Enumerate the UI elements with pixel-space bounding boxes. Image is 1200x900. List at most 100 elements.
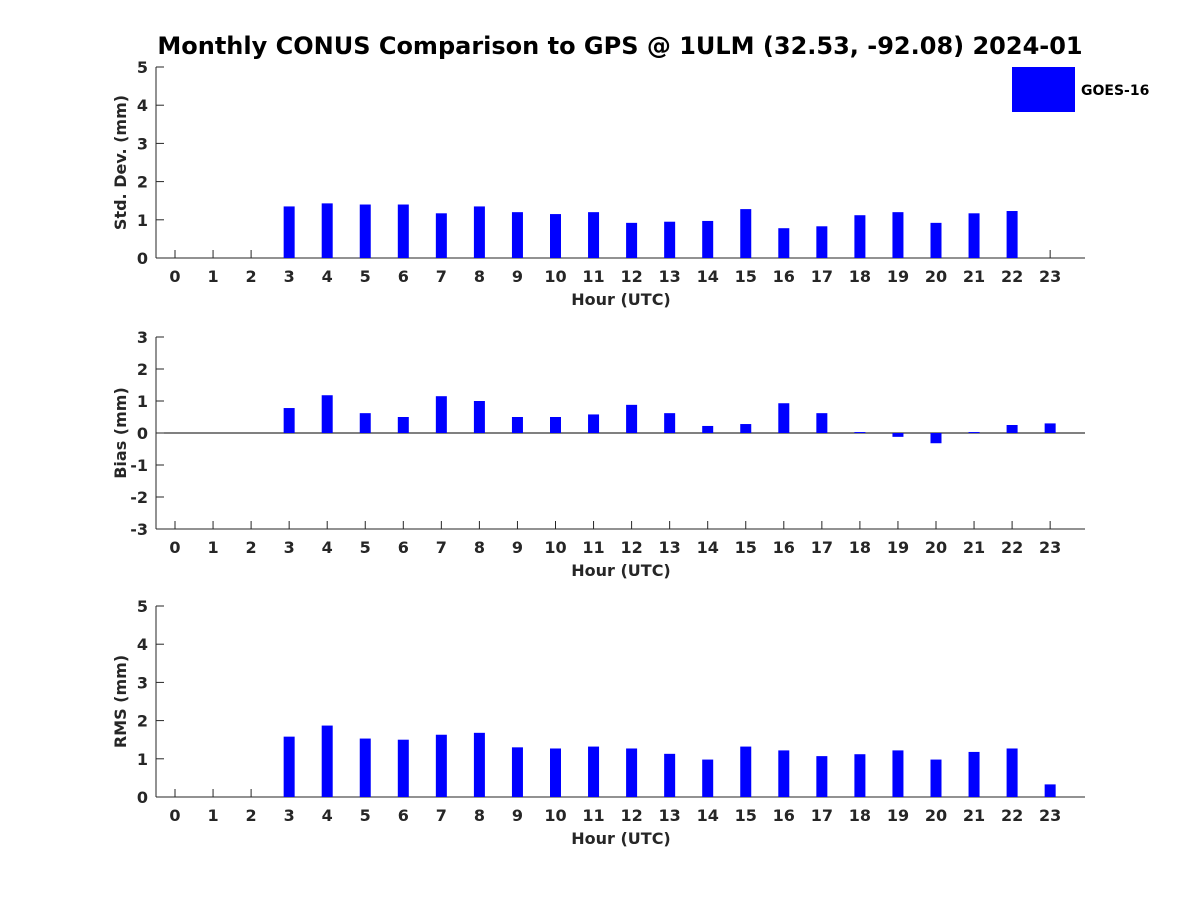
y-tick-label: 3 [137,134,148,153]
bar-hour-4 [321,395,333,433]
bar-hour-18 [854,215,866,258]
x-tick-label: 0 [169,267,180,286]
x-tick-label: 2 [246,538,257,557]
y-tick-label: 4 [137,635,148,654]
x-tick-label: 1 [207,267,218,286]
x-tick-label: 16 [773,806,795,825]
x-tick-label: 11 [582,806,604,825]
y-tick-label: 3 [137,673,148,692]
bar-hour-5 [359,413,371,433]
bar-hour-19 [892,212,904,258]
x-tick-label: 15 [735,267,757,286]
y-axis-label: Bias (mm) [111,387,130,479]
x-tick-label: 0 [169,538,180,557]
y-tick-label: 0 [137,424,148,443]
bar-hour-21 [968,751,980,797]
x-axis-label: Hour (UTC) [571,290,671,309]
y-tick-label: 0 [137,249,148,268]
x-tick-label: 4 [322,806,333,825]
x-tick-label: 20 [925,806,947,825]
x-tick-label: 13 [659,267,681,286]
bar-hour-23 [1044,423,1056,433]
bar-hour-20 [930,222,942,258]
x-tick-label: 9 [512,806,523,825]
x-tick-label: 20 [925,538,947,557]
x-tick-label: 7 [436,538,447,557]
bar-hour-7 [435,213,447,258]
x-tick-label: 8 [474,538,485,557]
x-tick-label: 3 [284,267,295,286]
bar-hour-9 [511,747,523,797]
x-tick-label: 6 [398,538,409,557]
bar-hour-22 [1006,748,1018,797]
x-tick-label: 9 [512,538,523,557]
bar-hour-6 [397,204,409,258]
bar-hour-5 [359,204,371,258]
y-tick-label: 5 [137,58,148,77]
y-axis-label: Std. Dev. (mm) [111,95,130,230]
x-tick-label: 3 [284,806,295,825]
bar-hour-11 [588,746,600,797]
x-tick-label: 23 [1039,806,1061,825]
x-tick-label: 1 [207,806,218,825]
legend: GOES-16 [1012,67,1149,112]
x-tick-label: 18 [849,806,871,825]
x-tick-label: 13 [659,538,681,557]
y-tick-label: 4 [137,96,148,115]
y-tick-label: 0 [137,788,148,807]
x-tick-label: 19 [887,538,909,557]
bar-hour-6 [397,739,409,797]
bar-hour-17 [816,413,828,433]
x-tick-label: 16 [773,267,795,286]
x-axis-label: Hour (UTC) [571,829,671,848]
bar-hour-12 [626,404,638,433]
x-tick-label: 15 [735,806,757,825]
x-tick-label: 15 [735,538,757,557]
x-tick-label: 3 [284,538,295,557]
x-tick-label: 21 [963,806,985,825]
x-tick-label: 14 [697,538,719,557]
bar-hour-22 [1006,211,1018,258]
x-tick-label: 22 [1001,806,1023,825]
bar-hour-12 [626,222,638,258]
bar-hour-21 [968,213,980,258]
x-tick-label: 21 [963,538,985,557]
bar-hour-17 [816,226,828,258]
bar-hour-7 [435,396,447,433]
x-tick-label: 21 [963,267,985,286]
x-tick-label: 18 [849,538,871,557]
x-tick-label: 10 [544,806,566,825]
x-tick-label: 12 [620,806,642,825]
x-tick-label: 17 [811,267,833,286]
y-tick-label: 1 [137,211,148,230]
x-tick-label: 18 [849,267,871,286]
x-tick-label: 7 [436,267,447,286]
x-tick-label: 8 [474,806,485,825]
bar-hour-8 [473,401,485,433]
bar-hour-3 [283,408,295,433]
y-tick-label: 1 [137,392,148,411]
y-tick-label: 2 [137,712,148,731]
x-tick-label: 7 [436,806,447,825]
bar-hour-18 [854,432,866,434]
bar-hour-13 [664,221,676,258]
bar-hour-21 [968,432,980,434]
x-tick-label: 6 [398,806,409,825]
y-axis-label: RMS (mm) [111,655,130,748]
y-tick-label: 2 [137,173,148,192]
legend-swatch [1012,67,1075,112]
x-tick-label: 6 [398,267,409,286]
x-tick-label: 23 [1039,267,1061,286]
y-tick-label: -3 [130,520,148,539]
y-tick-label: -2 [130,488,148,507]
y-tick-label: 1 [137,750,148,769]
bar-hour-3 [283,206,295,258]
x-tick-label: 23 [1039,538,1061,557]
x-tick-label: 19 [887,267,909,286]
bar-hour-10 [550,214,561,258]
bar-hour-9 [511,417,523,433]
bar-hour-15 [740,424,752,433]
x-tick-label: 22 [1001,538,1023,557]
